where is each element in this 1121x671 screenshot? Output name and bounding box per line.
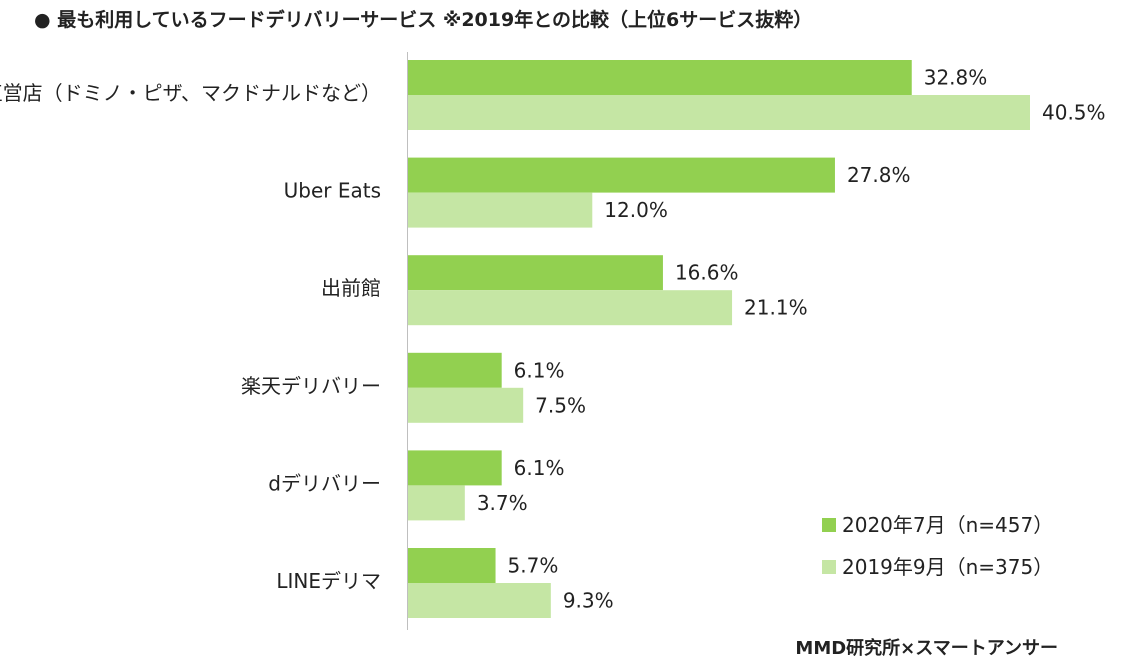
category-label: Uber Eats <box>284 179 381 203</box>
legend-label: 2019年9月（n=375） <box>842 555 1053 579</box>
data-label: 7.5% <box>535 393 586 417</box>
source-note: MMD研究所×スマートアンサー <box>795 637 1058 659</box>
bar-2019 <box>408 290 733 326</box>
bar-2020 <box>408 255 663 291</box>
data-label: 32.8% <box>924 66 988 90</box>
bar-2020 <box>408 60 912 95</box>
bar-2019 <box>408 95 1030 130</box>
bar-2020 <box>408 352 502 388</box>
bars <box>408 60 1030 618</box>
bar-2019 <box>408 583 551 618</box>
category-label: dデリバリー <box>268 471 381 495</box>
data-label: 40.5% <box>1042 101 1106 125</box>
category-label: 出前館 <box>321 276 381 300</box>
data-label: 16.6% <box>675 261 739 285</box>
data-label: 3.7% <box>477 491 528 515</box>
bar-2020 <box>408 548 496 583</box>
bar-2020 <box>408 450 502 486</box>
category-label: 楽天デリバリー <box>241 374 381 398</box>
bar-2019 <box>408 192 593 228</box>
chart-title: ● 最も利用しているフードデリバリーサービス ※2019年との比較（上位6サービ… <box>34 8 812 31</box>
value-labels: 32.8% 40.5% 27.8% 12.0% 16.6%21.1% 6.1% 7.5% 6.… <box>477 66 1106 613</box>
data-label: 21.1% <box>744 296 808 320</box>
data-label: 27.8% <box>847 163 911 187</box>
data-label: 9.3% <box>563 589 614 613</box>
data-label: 5.7% <box>508 554 559 578</box>
data-label: 6.1% <box>514 358 565 382</box>
bar-2019 <box>408 387 524 423</box>
data-label: 6.1% <box>514 456 565 480</box>
legend-label: 2020年7月（n=457） <box>842 513 1053 537</box>
bar-2019 <box>408 485 465 521</box>
legend: 2020年7月（n=457） 2019年9月（n=375） <box>822 513 1053 579</box>
legend-swatch <box>822 560 836 574</box>
data-label: 12.0% <box>604 198 668 222</box>
legend-swatch <box>822 518 836 532</box>
category-label: 直営店（ドミノ・ピザ、マクドナルドなど） <box>0 81 381 105</box>
category-label: LINEデリマ <box>276 569 381 593</box>
bar-2020 <box>408 157 835 193</box>
